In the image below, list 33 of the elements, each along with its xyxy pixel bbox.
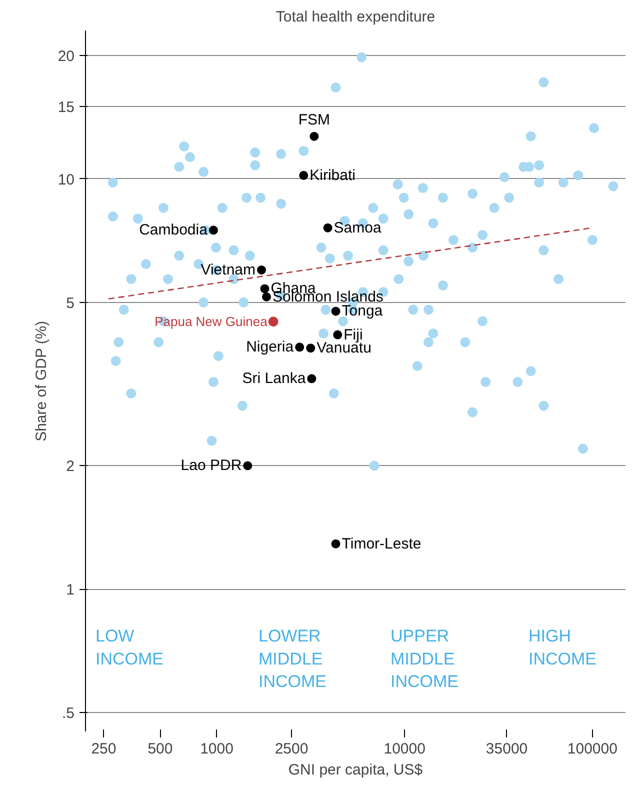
x-axis-title: GNI per capita, US$ bbox=[288, 762, 424, 778]
x-tick-label: 500 bbox=[148, 740, 173, 758]
annotation: UPPER MIDDLE INCOME bbox=[390, 626, 458, 692]
data-label: Kiribati bbox=[310, 166, 356, 184]
y-tick-label: 5 bbox=[66, 294, 74, 312]
data-label: Papua New Guinea bbox=[154, 314, 268, 330]
data-label: Cambodia bbox=[139, 222, 208, 239]
y-tick-label: 20 bbox=[58, 48, 75, 65]
y-tick-label: .5 bbox=[62, 705, 75, 722]
data-label: Vietnam bbox=[200, 261, 256, 278]
data-label: Tonga bbox=[342, 302, 384, 320]
chart-title: Total health expenditure bbox=[276, 8, 436, 26]
x-tick-label: 1000 bbox=[200, 740, 234, 758]
y-axis-title: Share of GDP (%) bbox=[32, 320, 50, 442]
data-label: Nigeria bbox=[246, 338, 294, 356]
y-tick-label: 1 bbox=[66, 582, 74, 599]
data-label: Lao PDR bbox=[180, 457, 242, 474]
y-tick-label: 10 bbox=[58, 171, 75, 188]
x-tick-label: 2500 bbox=[274, 740, 308, 758]
x-tick-label: 10000 bbox=[384, 740, 426, 758]
x-tick-label: 35000 bbox=[486, 740, 528, 758]
data-label: FSM bbox=[298, 111, 330, 128]
y-tick-label: 2 bbox=[66, 458, 74, 476]
data-label: Timor-Leste bbox=[342, 535, 422, 552]
x-tick-label: 100000 bbox=[567, 740, 618, 758]
annotation: LOWER MIDDLE INCOME bbox=[258, 626, 326, 692]
annotation: HIGH INCOME bbox=[528, 626, 596, 668]
data-label: Fiji bbox=[344, 326, 363, 344]
annotation: LOW INCOME bbox=[96, 626, 164, 668]
data-label: Sri Lanka bbox=[242, 370, 306, 388]
data-label: Samoa bbox=[334, 219, 382, 236]
x-tick-label: 250 bbox=[91, 740, 116, 758]
y-tick-label: 15 bbox=[58, 99, 75, 116]
